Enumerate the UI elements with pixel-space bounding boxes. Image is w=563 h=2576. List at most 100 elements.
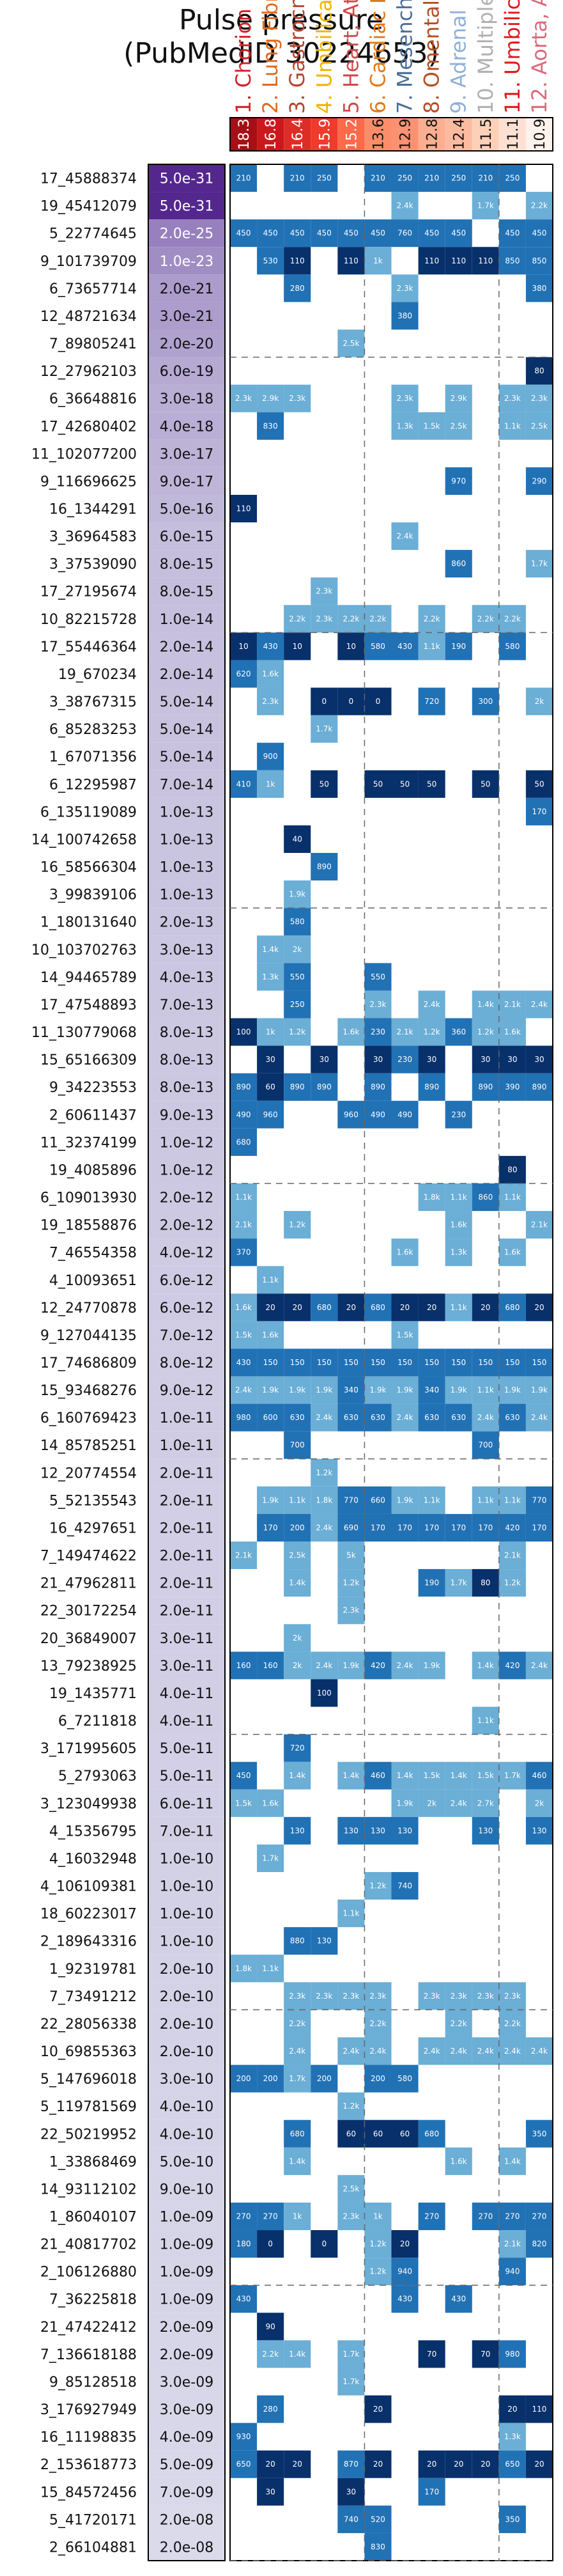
heatmap-cell [311, 577, 338, 605]
pvalue-cell [148, 1073, 225, 1101]
pvalue-label: 1.0e-10 [160, 1851, 213, 1867]
heatmap-cell [337, 1542, 365, 1570]
cell-value: 110 [532, 2405, 547, 2414]
cell-value: 2.4k [477, 2047, 494, 2056]
heatmap-cell [498, 1486, 526, 1514]
cell-value: 270 [478, 2212, 493, 2221]
cell-value: 2.1k [235, 1221, 252, 1229]
cell-value: 0 [268, 2240, 273, 2249]
heatmap-cell [391, 192, 419, 220]
header-cell [472, 118, 499, 151]
heatmap-cell [364, 2395, 392, 2423]
heatmap-cell [445, 164, 472, 192]
cell-value: 2.2k [477, 614, 494, 623]
cell-value: 890 [478, 1082, 493, 1091]
cell-value: 1.7k [343, 2377, 359, 2386]
cell-value: 210 [478, 174, 493, 183]
heatmap-cell [391, 274, 419, 302]
cell-value: 2.3k [369, 1000, 386, 1009]
pvalue-cell [148, 742, 225, 770]
cell-value: 2.4k [369, 2047, 386, 2056]
heatmap-cell [418, 605, 445, 633]
cell-value: 1.7k [316, 724, 332, 733]
pvalue-cell [148, 1871, 225, 1900]
heatmap-cell [391, 1761, 419, 1790]
cell-value: 830 [371, 2542, 385, 2551]
cell-value: 2.5k [343, 2184, 359, 2193]
cell-value: 150 [317, 1358, 332, 1367]
pvalue-label: 2.0e-12 [160, 1190, 213, 1206]
heatmap-cell [284, 605, 311, 633]
cell-value: 940 [505, 2267, 520, 2276]
row-label: 11_32374199 [40, 1135, 137, 1151]
cell-value: 250 [397, 174, 412, 183]
heatmap-cell [257, 1403, 284, 1432]
cell-value: 1.9k [262, 1386, 279, 1394]
heatmap-cell [257, 2450, 284, 2478]
heatmap-cell [257, 1789, 284, 1817]
pvalue-cell [148, 1100, 225, 1128]
pvalue-label: 4.0e-11 [160, 1686, 213, 1702]
pvalue-label: 1.0e-12 [160, 1135, 213, 1151]
cell-value: 20 [427, 1303, 436, 1312]
row-label: 15_93468276 [40, 1383, 137, 1399]
row-label: 17_74686809 [40, 1355, 137, 1371]
column-label: 6. Cardiac Fibroblast [366, 0, 390, 114]
cell-value: 1.8k [424, 1193, 440, 1202]
header-cell [230, 118, 258, 151]
heatmap-cell [311, 1293, 338, 1322]
row-label: 12_20774554 [40, 1465, 137, 1481]
cell-value: 1.1k [343, 1909, 359, 1918]
heatmap-cell [525, 2230, 553, 2258]
pvalue-label: 1.0e-13 [160, 860, 213, 876]
heatmap-cell [311, 164, 338, 192]
cell-value: 1k [293, 2212, 302, 2221]
cell-value: 2.4k [316, 1523, 332, 1532]
pvalue-label: 2.0e-14 [160, 667, 213, 683]
cell-value: 290 [532, 476, 547, 485]
cell-value: 2.3k [316, 587, 332, 596]
column-label: 12. Aorta, Ascending [527, 0, 551, 114]
cell-value: 150 [478, 1358, 493, 1367]
pvalue-label: 2.0e-08 [160, 2512, 213, 2528]
cell-value: 1.6k [262, 1799, 279, 1807]
pvalue-label: 5.0e-14 [160, 722, 213, 738]
pvalue-label: 2.0e-10 [160, 2017, 213, 2033]
pvalue-label: 3.0e-09 [160, 2402, 213, 2418]
cell-value: 1.1k [424, 642, 440, 651]
pvalue-cell [148, 2285, 225, 2313]
heatmap-cell [230, 1238, 258, 1267]
heatmap-cell [311, 1679, 338, 1707]
cell-value: 450 [532, 229, 547, 238]
row-label: 2_106126880 [40, 2265, 137, 2281]
heatmap-cell [445, 467, 472, 495]
pvalue-cell [148, 2395, 225, 2423]
heatmap-cell [391, 412, 419, 440]
cell-value: 2.1k [504, 1551, 521, 1560]
header-cell [391, 118, 419, 151]
heatmap-cell [391, 2230, 419, 2258]
heatmap-cell [525, 384, 553, 412]
pvalue-cell [148, 1900, 225, 1928]
pvalue-cell [148, 2202, 225, 2231]
heatmap-cell [284, 2037, 311, 2065]
cell-value: 170 [532, 807, 547, 816]
heatmap-cell [230, 1651, 258, 1680]
cell-value: 1.9k [531, 1386, 548, 1394]
heatmap-cell [284, 2450, 311, 2478]
heatmap-cell [472, 2340, 499, 2368]
heatmap-cell [525, 2037, 553, 2065]
heatmap-cell [418, 632, 445, 660]
pvalue-label: 2.0e-20 [160, 336, 213, 352]
heatmap-cell [418, 247, 445, 275]
heatmap-cell [391, 1403, 419, 1432]
heatmap-cell [472, 1073, 499, 1101]
cell-value: 2.1k [531, 1221, 548, 1229]
cell-value: 40 [293, 834, 302, 843]
heatmap-cell [257, 770, 284, 798]
heatmap-cell [337, 2174, 365, 2203]
cell-value: 1.4k [343, 1771, 359, 1780]
heatmap-cell [311, 687, 338, 715]
cell-value: 1.1k [477, 1386, 494, 1394]
cell-value: 20 [534, 2460, 544, 2469]
